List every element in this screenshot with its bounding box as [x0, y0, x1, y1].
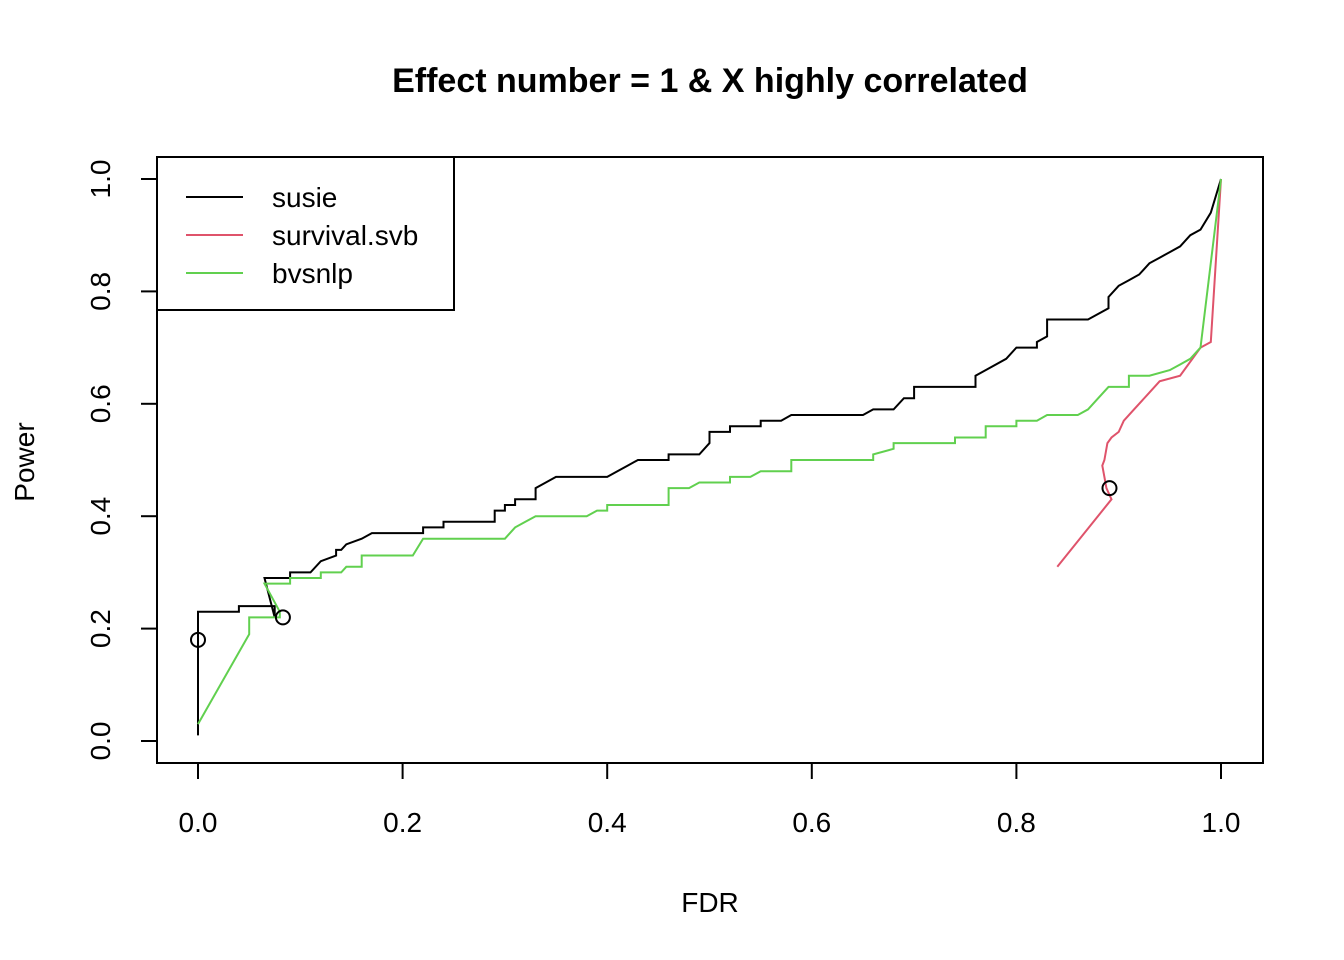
- x-tick-label: 0.8: [997, 807, 1036, 838]
- point-marker: [190, 631, 206, 648]
- series-line-bvsnlp: [197, 178, 1222, 725]
- legend-box: [156, 156, 455, 311]
- marker-layer: [190, 480, 1118, 648]
- x-tick-label: 1.0: [1202, 807, 1241, 838]
- y-tick-label: 1.0: [85, 160, 116, 199]
- series-line-survival-svb: [1056, 178, 1222, 568]
- legend-label: bvsnlp: [272, 258, 353, 289]
- x-tick-label: 0.4: [588, 807, 627, 838]
- point-marker: [274, 609, 291, 626]
- legend: susie survival.svb bvsnlp: [156, 156, 455, 311]
- legend-label: survival.svb: [272, 220, 418, 251]
- chart-title: Effect number = 1 & X highly correlated: [392, 62, 1028, 100]
- x-tick-label: 0.0: [179, 807, 218, 838]
- y-tick-label: 0.2: [85, 609, 116, 648]
- x-axis-label: FDR: [681, 887, 739, 918]
- y-tick-label: 0.4: [85, 497, 116, 536]
- x-tick-label: 0.6: [792, 807, 831, 838]
- x-tick-label: 0.2: [383, 807, 422, 838]
- y-axis: 0.0 0.2 0.4 0.6 0.8 1.0: [85, 160, 158, 761]
- legend-label: susie: [272, 182, 337, 213]
- y-tick-label: 0.6: [85, 384, 116, 423]
- y-tick-label: 0.0: [85, 722, 116, 761]
- y-tick-label: 0.8: [85, 272, 116, 311]
- x-axis: 0.0 0.2 0.4 0.6 0.8 1.0: [179, 762, 1241, 838]
- y-axis-label: Power: [9, 422, 40, 501]
- series-layer: [197, 178, 1222, 736]
- point-marker: [1101, 480, 1118, 497]
- series-line-susie: [197, 178, 1222, 736]
